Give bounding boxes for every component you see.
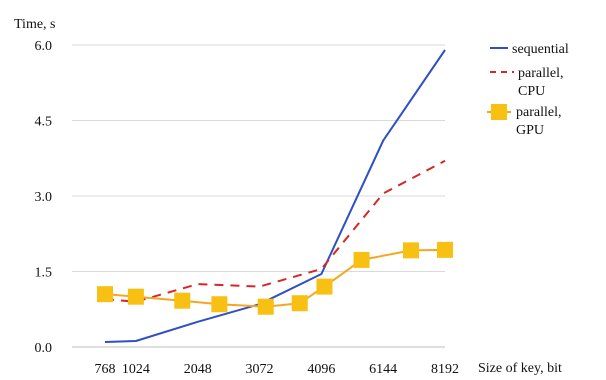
series-2-point-1 <box>127 288 144 305</box>
y-axis-label: Time, s <box>14 17 56 32</box>
x-tick-label-2: 2048 <box>184 362 212 377</box>
series-2-point-2 <box>174 292 191 309</box>
legend-label-parallel-cpu-line1: parallel, <box>518 66 563 81</box>
x-tick-label-6: 8192 <box>431 362 459 377</box>
y-tick-label-1: 1.5 <box>35 266 53 281</box>
legend-label-parallel-cpu-line2: CPU <box>518 84 545 99</box>
y-axis-ticks: 0.0 1.5 3.0 4.5 6.0 <box>35 39 53 356</box>
x-tick-label-5: 6144 <box>369 362 397 377</box>
series-2-point-8 <box>403 242 419 259</box>
grid <box>72 44 445 348</box>
series-2-point-3 <box>211 296 228 313</box>
series-2-point-5 <box>291 295 308 312</box>
series-line-2 <box>104 248 446 308</box>
x-tick-label-3: 3072 <box>246 362 274 377</box>
series-line-1 <box>104 159 446 303</box>
legend-swatch-parallel-gpu-marker <box>491 104 507 120</box>
legend-label-sequential: sequential <box>512 42 569 57</box>
y-tick-label-3: 4.5 <box>35 115 53 130</box>
x-axis-label: Size of key, bit <box>478 361 562 376</box>
legend: sequential parallel, CPU parallel, GPU <box>487 42 569 138</box>
x-tick-label-4: 4096 <box>307 362 335 377</box>
series-2-point-4 <box>257 298 274 315</box>
x-tick-label-0: 768 <box>95 362 116 377</box>
series-2-point-9 <box>437 241 453 258</box>
series-2-point-6 <box>316 278 333 295</box>
x-axis-ticks: 768 1024 2048 3072 4096 6144 8192 <box>95 362 460 377</box>
series-group <box>97 49 453 343</box>
series-2-point-7 <box>353 251 370 268</box>
y-tick-label-4: 6.0 <box>35 39 53 54</box>
y-tick-label-0: 0.0 <box>35 341 53 356</box>
legend-label-parallel-gpu-line1: parallel, <box>516 105 561 120</box>
x-tick-label-1: 1024 <box>122 362 150 377</box>
legend-label-parallel-gpu-line2: GPU <box>516 123 544 138</box>
y-tick-label-2: 3.0 <box>35 190 53 205</box>
series-2-point-0 <box>97 286 113 303</box>
